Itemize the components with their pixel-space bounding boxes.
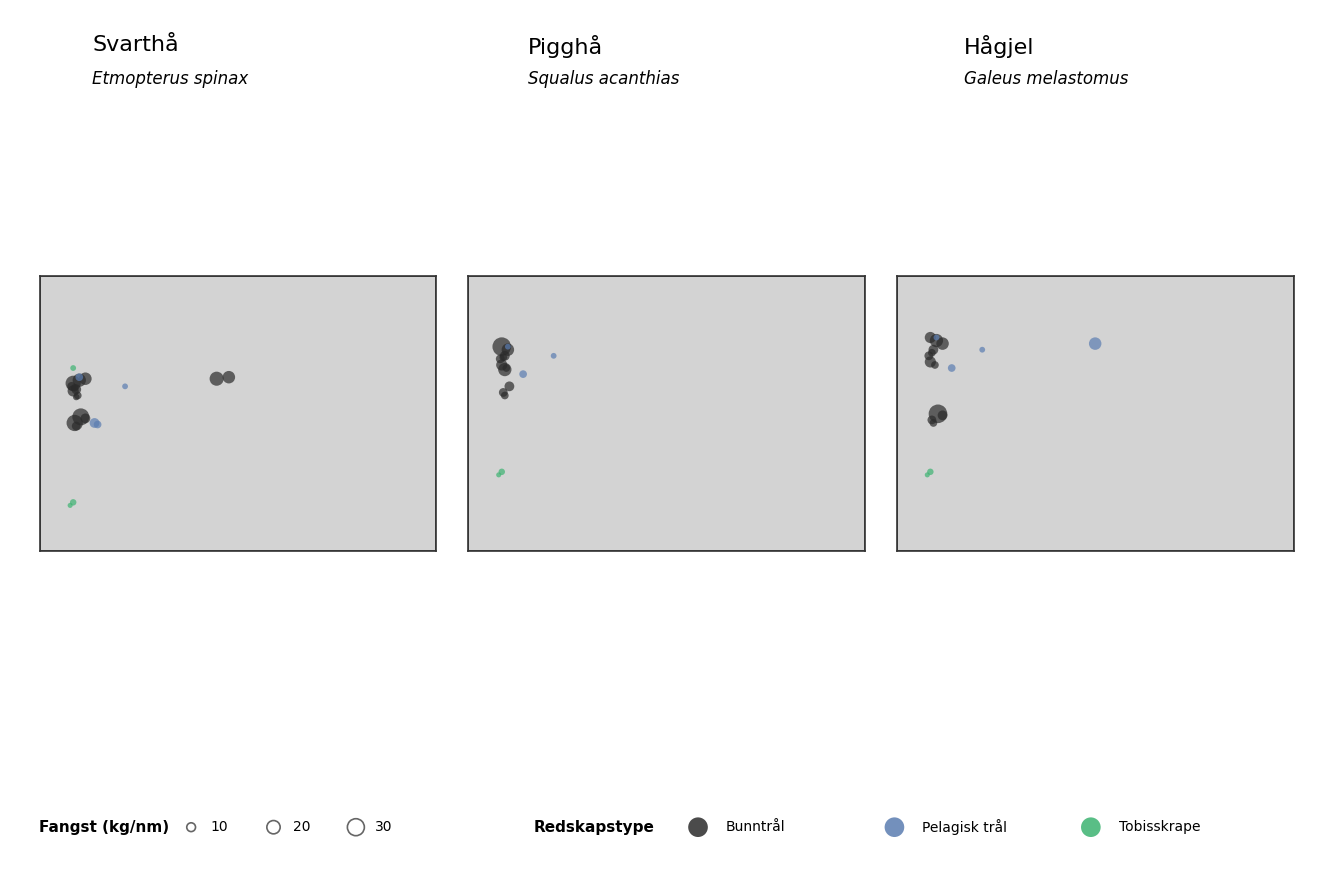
Point: [924, 358, 945, 372]
Point: [61, 379, 82, 393]
Point: [70, 410, 91, 424]
Point: [932, 408, 953, 422]
Point: [87, 417, 108, 431]
Text: Etmopterus spinax: Etmopterus spinax: [92, 70, 248, 88]
Text: 10: 10: [210, 820, 228, 834]
Point: [543, 348, 564, 363]
Text: Tobisskrape: Tobisskrape: [1119, 820, 1200, 834]
Point: [67, 388, 88, 402]
Text: Hågjel: Hågjel: [964, 35, 1034, 58]
Point: [69, 373, 90, 387]
Point: [218, 370, 239, 385]
Point: [65, 416, 86, 430]
Point: [491, 465, 512, 479]
Point: [494, 363, 515, 377]
Text: Galeus melastomus: Galeus melastomus: [964, 70, 1129, 88]
Point: [928, 407, 949, 421]
Point: [115, 379, 136, 393]
Text: Pelagisk trål: Pelagisk trål: [923, 819, 1007, 835]
Text: Redskapstype: Redskapstype: [533, 819, 655, 835]
Point: [84, 416, 106, 430]
Point: [972, 342, 993, 356]
Point: [206, 371, 227, 385]
Text: Svarthå: Svarthå: [92, 35, 180, 55]
Point: [59, 498, 81, 512]
Text: Fangst (kg/nm): Fangst (kg/nm): [40, 819, 169, 835]
Point: [66, 390, 87, 404]
Text: 20: 20: [293, 820, 310, 834]
Point: [494, 348, 515, 363]
Point: [916, 468, 937, 482]
Text: 30: 30: [375, 820, 392, 834]
Point: [75, 411, 96, 425]
Point: [925, 334, 946, 348]
Point: [66, 419, 87, 433]
Point: [921, 413, 942, 427]
Point: [923, 342, 944, 356]
Point: [498, 342, 519, 356]
Point: [512, 367, 533, 381]
Point: [66, 382, 87, 396]
Point: [496, 361, 517, 375]
Point: [920, 355, 941, 369]
Point: [491, 340, 512, 354]
Point: [932, 336, 953, 350]
Text: Pigghå: Pigghå: [528, 35, 603, 58]
Point: [920, 465, 941, 479]
Point: [491, 358, 512, 372]
Point: [494, 388, 515, 402]
Point: [492, 350, 513, 364]
Point: [62, 495, 83, 510]
Text: Squalus acanthias: Squalus acanthias: [528, 70, 680, 88]
Point: [920, 331, 941, 345]
Point: [75, 371, 96, 385]
Point: [941, 361, 962, 375]
Point: [62, 377, 83, 391]
Point: [498, 340, 519, 354]
Text: Bunntrål: Bunntrål: [726, 820, 785, 834]
Point: [921, 346, 942, 360]
Point: [62, 361, 83, 375]
Point: [1085, 336, 1106, 350]
Point: [923, 416, 944, 430]
Point: [69, 370, 90, 385]
Point: [62, 384, 83, 398]
Point: [492, 385, 513, 400]
Point: [65, 381, 86, 395]
Point: [919, 348, 940, 363]
Point: [490, 352, 511, 366]
Point: [499, 379, 520, 393]
Point: [488, 468, 510, 482]
Point: [925, 331, 946, 345]
